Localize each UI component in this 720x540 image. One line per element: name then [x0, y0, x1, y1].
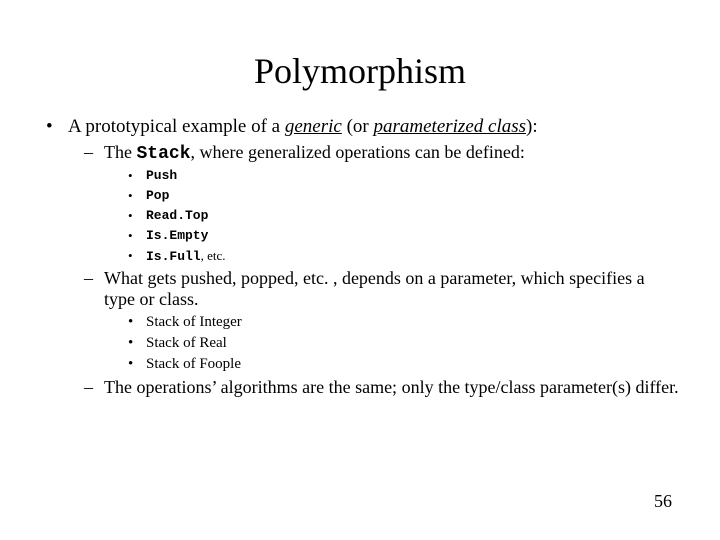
text-isfull: Is.Full [146, 249, 201, 264]
page-number: 56 [654, 491, 672, 512]
bullet-text: Is.Full, etc. [146, 248, 680, 264]
bullet-text: The operations’ algorithms are the same;… [104, 377, 680, 398]
bullet-l3-pop: • Pop [128, 188, 680, 204]
text-etc: , etc. [201, 248, 226, 263]
bullet-mark: • [46, 116, 68, 138]
text-post: , where generalized operations can be de… [191, 142, 525, 162]
bullet-text: Read.Top [146, 208, 680, 223]
text-prefix: A prototypical example of a [68, 116, 285, 137]
text-code-stack: Stack [136, 144, 190, 164]
bullet-mark: • [128, 228, 146, 244]
slide-title: Polymorphism [40, 50, 680, 92]
text-pre: The [104, 142, 136, 162]
bullet-l2-algorithms: – The operations’ algorithms are the sam… [84, 377, 680, 398]
bullet-mark: • [128, 248, 146, 264]
bullet-mark: – [84, 377, 104, 398]
bullet-l3-foople: • Stack of Foople [128, 356, 680, 373]
bullet-mark: • [128, 335, 146, 352]
bullet-mark: – [84, 268, 104, 289]
bullet-l3-readtop: • Read.Top [128, 208, 680, 224]
bullet-text: What gets pushed, popped, etc. , depends… [104, 268, 680, 310]
bullet-text: Push [146, 168, 680, 183]
bullet-mark: • [128, 208, 146, 224]
bullet-text: A prototypical example of a generic (or … [68, 116, 680, 138]
slide: Polymorphism • A prototypical example of… [0, 0, 720, 540]
bullet-text: Stack of Real [146, 335, 680, 352]
bullet-mark: • [128, 168, 146, 184]
bullet-mark: • [128, 356, 146, 373]
bullet-l3-isempty: • Is.Empty [128, 228, 680, 244]
bullet-l3-int: • Stack of Integer [128, 314, 680, 331]
bullet-l2-stack: – The Stack, where generalized operation… [84, 142, 680, 164]
bullet-text: Stack of Integer [146, 314, 680, 331]
text-param: parameterized class [374, 116, 527, 137]
bullet-l2-depends: – What gets pushed, popped, etc. , depen… [84, 268, 680, 310]
text-generic: generic [285, 116, 342, 137]
bullet-text: The Stack, where generalized operations … [104, 142, 680, 164]
bullet-mark: • [128, 188, 146, 204]
text-suffix: ): [526, 116, 538, 137]
bullet-text: Stack of Foople [146, 356, 680, 373]
bullet-text: Is.Empty [146, 228, 680, 243]
bullet-mark: – [84, 142, 104, 163]
bullet-l3-real: • Stack of Real [128, 335, 680, 352]
bullet-text: Pop [146, 188, 680, 203]
text-mid: (or [342, 116, 374, 137]
bullet-l3-isfull: • Is.Full, etc. [128, 248, 680, 264]
bullet-l3-push: • Push [128, 168, 680, 184]
bullet-l1-generic: • A prototypical example of a generic (o… [46, 116, 680, 138]
bullet-mark: • [128, 314, 146, 331]
